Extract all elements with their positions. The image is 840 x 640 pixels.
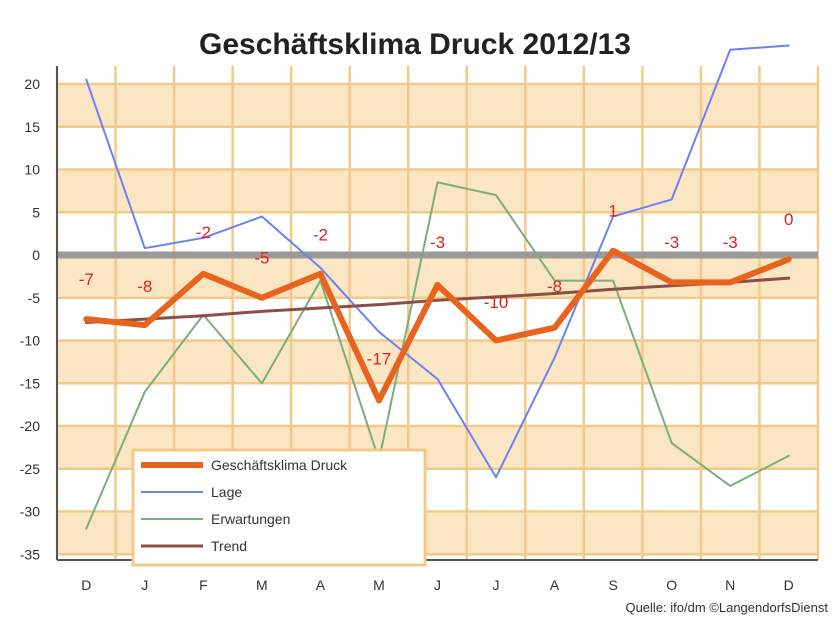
y-tick-label: -20 <box>20 418 40 434</box>
y-tick-label: 5 <box>32 204 40 220</box>
data-label: 1 <box>608 202 617 221</box>
data-label: -2 <box>196 223 211 242</box>
y-axis: 20 15 10 5 0 -5 -10 -15 -20 -25 -30 -35 <box>20 66 58 562</box>
series-line-trend <box>84 276 791 324</box>
legend-label: Geschäftsklima Druck <box>211 457 348 473</box>
x-tick-label: A <box>550 577 560 593</box>
data-label: -3 <box>723 233 738 252</box>
background-band <box>57 340 818 384</box>
x-tick-label: J <box>493 577 500 593</box>
legend-label: Trend <box>211 538 247 554</box>
data-label: -7 <box>79 270 94 289</box>
x-tick-label: D <box>81 577 91 593</box>
x-tick-label: S <box>608 577 617 593</box>
y-tick-label: -10 <box>20 333 40 349</box>
y-tick-label: -5 <box>28 290 41 306</box>
y-tick-label: -25 <box>20 461 40 477</box>
y-tick-label: 20 <box>24 76 40 92</box>
legend-label: Erwartungen <box>211 511 290 527</box>
y-tick-label: 15 <box>24 119 40 135</box>
data-label: -10 <box>484 293 509 312</box>
data-label: -17 <box>367 349 392 368</box>
series-lines <box>83 44 792 530</box>
data-label: -8 <box>547 277 562 296</box>
y-tick-label: 10 <box>24 162 40 178</box>
x-tick-label: M <box>256 577 268 593</box>
x-tick-label: N <box>725 577 735 593</box>
x-tick-label: M <box>373 577 385 593</box>
data-labels: -7 -8 -2 -5 -2 -17 -3 -10 -8 1 -3 -3 0 <box>79 202 794 369</box>
x-tick-label: A <box>316 577 326 593</box>
x-tick-label: O <box>666 577 677 593</box>
background-band <box>57 169 818 213</box>
data-label: 0 <box>784 210 793 229</box>
y-tick-label: -15 <box>20 375 40 391</box>
source-note: Quelle: ifo/dm ©LangendorfsDienst <box>625 600 828 615</box>
x-tick-label: D <box>784 577 794 593</box>
series-line-geschaeftsklima <box>83 247 792 404</box>
background-band <box>57 84 818 127</box>
x-tick-label: F <box>199 577 208 593</box>
data-label: -8 <box>137 277 152 296</box>
x-tick-label: J <box>141 577 148 593</box>
data-label: -5 <box>254 249 269 268</box>
data-label: -2 <box>313 225 328 244</box>
y-tick-label: -35 <box>20 546 40 562</box>
y-tick-label: 0 <box>32 247 40 263</box>
series-line-lage <box>85 44 790 479</box>
data-label: -3 <box>664 233 679 252</box>
x-tick-label: J <box>434 577 441 593</box>
chart-title: Geschäftsklima Druck 2012/13 <box>199 28 631 61</box>
legend-label: Lage <box>211 484 242 500</box>
legend: Geschäftsklima Druck Lage Erwartungen Trend <box>131 448 427 567</box>
data-label: -3 <box>430 233 445 252</box>
y-tick-label: -30 <box>20 504 40 520</box>
